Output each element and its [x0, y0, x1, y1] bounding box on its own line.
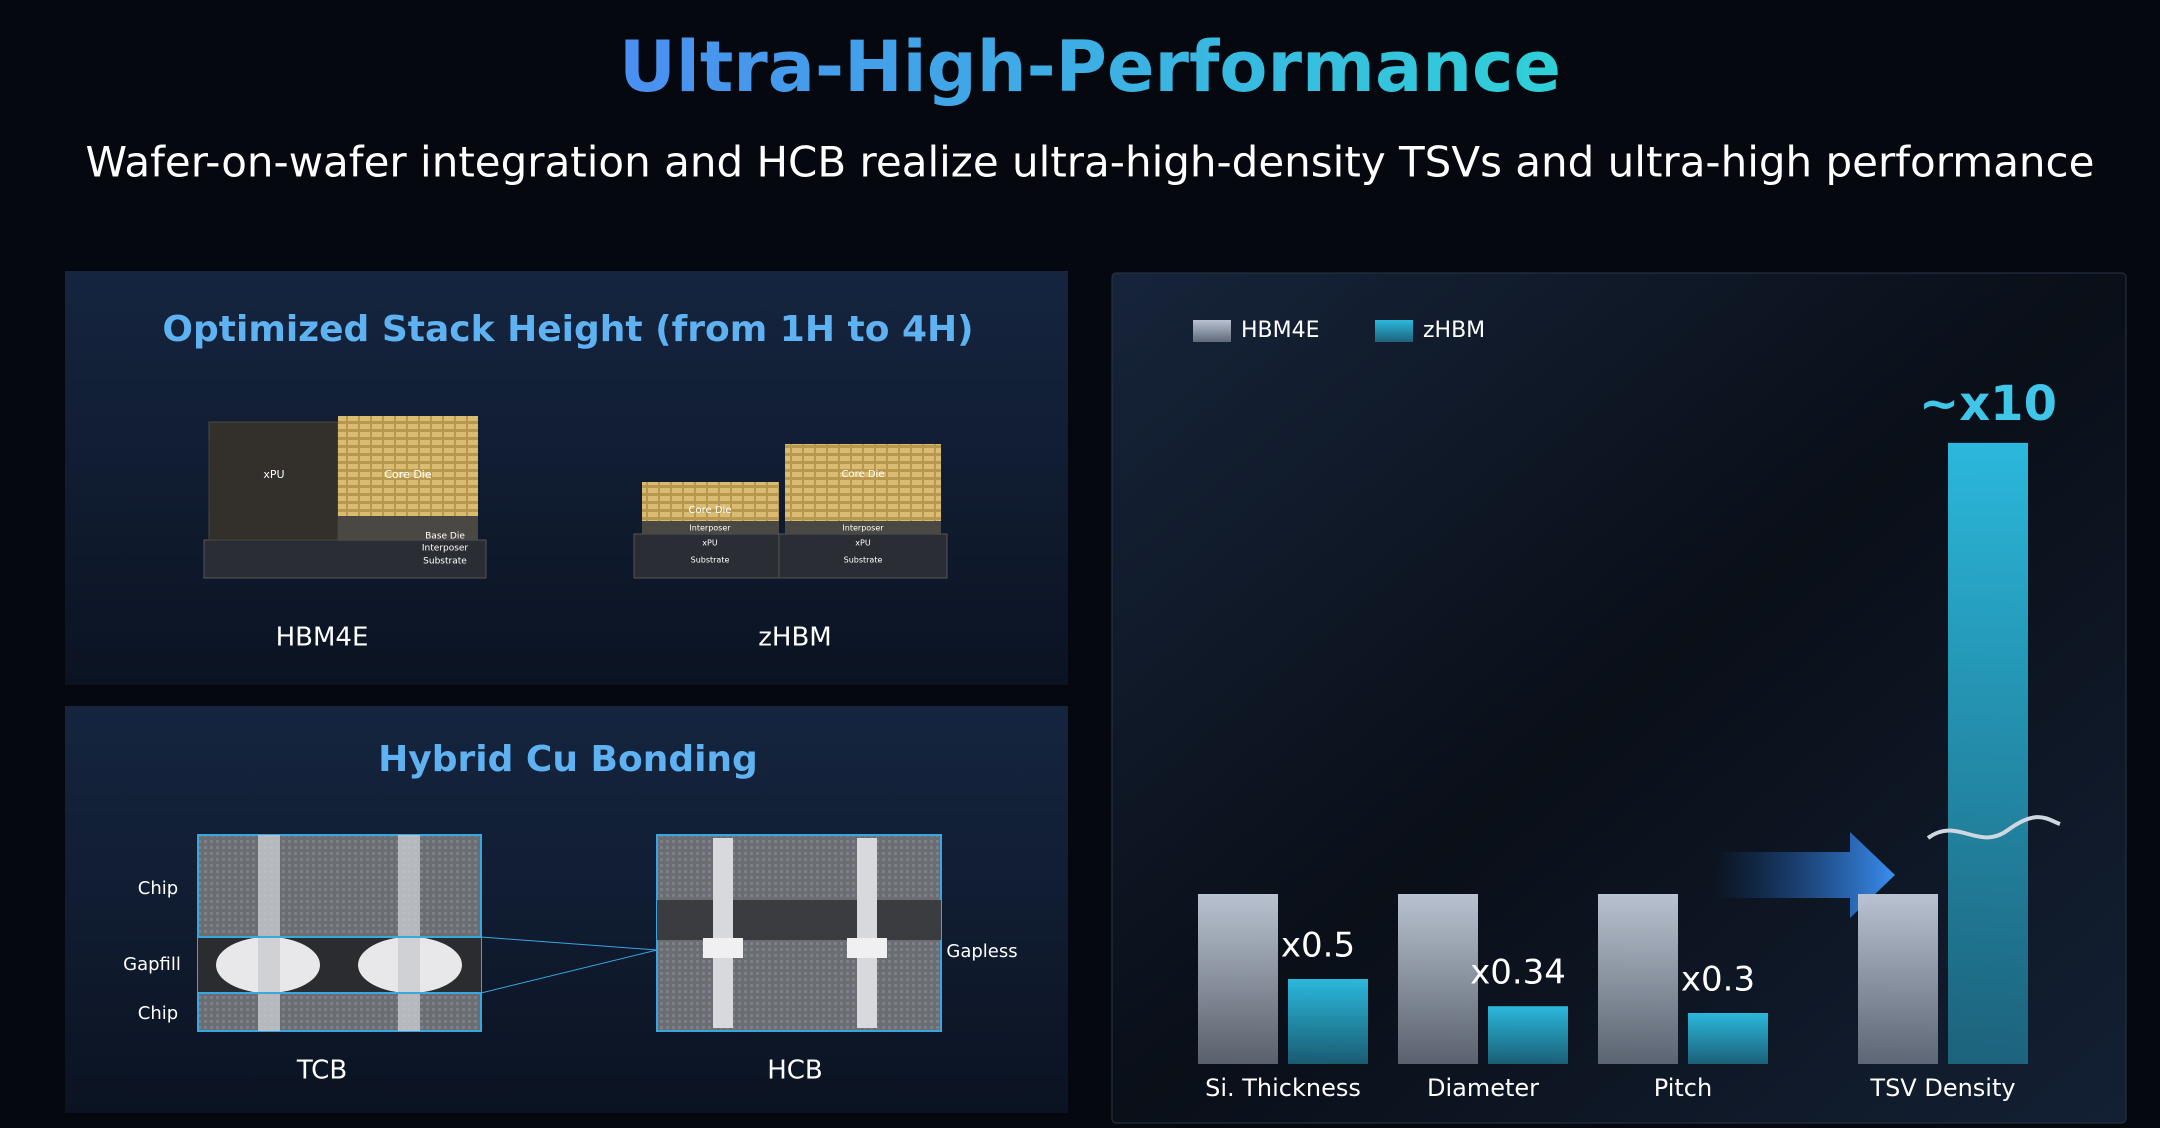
- bar: [1948, 442, 2028, 1064]
- bar: [1858, 894, 1938, 1064]
- tcb-image: [197, 834, 658, 1032]
- interposer: [785, 521, 941, 534]
- x-tick-label: Si. Thickness: [1205, 1074, 1361, 1102]
- core-die: [338, 416, 478, 516]
- diagram-label: TCB: [296, 1056, 347, 1086]
- bar: [1398, 894, 1478, 1064]
- layer-label: Interposer: [422, 544, 469, 554]
- core-die: [785, 444, 941, 521]
- substrate: [203, 539, 487, 579]
- layer-label: Substrate: [423, 557, 467, 567]
- bonding-panel-title: Hybrid Cu Bonding: [378, 739, 758, 780]
- base-die: [338, 516, 478, 540]
- interposer: [642, 521, 779, 534]
- layer-label: Gapfill: [123, 954, 181, 975]
- hcb-image: [656, 834, 942, 1032]
- stack-panel-title: Optimized Stack Height (from 1H to 4H): [162, 309, 973, 350]
- arrow: [1716, 832, 1895, 918]
- axis-break: [1926, 815, 2061, 840]
- layer-label: Core Die: [384, 468, 431, 481]
- legend-swatch: [1193, 320, 1231, 342]
- diagram-label: HBM4E: [276, 623, 369, 653]
- value-label: x0.34: [1470, 953, 1566, 993]
- x-tick-label: Diameter: [1427, 1074, 1539, 1102]
- value-label: ~x10: [1919, 376, 2057, 432]
- xpu-block: [208, 421, 339, 541]
- title: Ultra-High-Performance: [619, 26, 1561, 108]
- legend-swatch: [1375, 320, 1413, 342]
- layer-label: Core Die: [842, 469, 885, 480]
- layer-label: Interposer: [689, 524, 731, 533]
- layer-label: Chip: [138, 878, 178, 899]
- layer-label: xPU: [702, 539, 718, 548]
- core-die: [642, 482, 779, 521]
- layer-label: xPU: [263, 468, 284, 481]
- value-label: x0.3: [1681, 960, 1755, 1000]
- legend-label: HBM4E: [1241, 318, 1320, 343]
- layer-label: Base Die: [425, 532, 465, 542]
- layer-label: Interposer: [842, 524, 884, 533]
- layer-label: Substrate: [691, 556, 730, 565]
- subtitle: Wafer-on-wafer integration and HCB reali…: [86, 138, 2095, 187]
- chart: HBM4E zHBM Si. Thickness x0.5 Diameter x0.34 P…: [1193, 318, 2061, 1102]
- layer-label: Chip: [138, 1003, 178, 1024]
- layer-label: Substrate: [844, 556, 883, 565]
- value-label: x0.5: [1281, 926, 1355, 966]
- bar: [1598, 894, 1678, 1064]
- x-tick-label: TSV Density: [1869, 1074, 2015, 1102]
- x-tick-label: Pitch: [1654, 1074, 1712, 1102]
- bar: [1198, 894, 1278, 1064]
- legend-label: zHBM: [1423, 318, 1485, 343]
- bar: [1488, 1006, 1568, 1064]
- hbm4e-diagram: xPU Core Die Base Die Interposer Substra…: [203, 416, 487, 579]
- diagram-label: HCB: [767, 1056, 823, 1086]
- layer-label: Core Die: [689, 505, 732, 516]
- bar: [1688, 1013, 1768, 1064]
- diagram-label: zHBM: [758, 623, 831, 653]
- zhbm-diagram: Core Die Interposer xPU Substrate Core D…: [633, 444, 948, 579]
- layer-label: xPU: [855, 539, 871, 548]
- layer-label: Gapless: [946, 941, 1017, 962]
- bar: [1288, 979, 1368, 1064]
